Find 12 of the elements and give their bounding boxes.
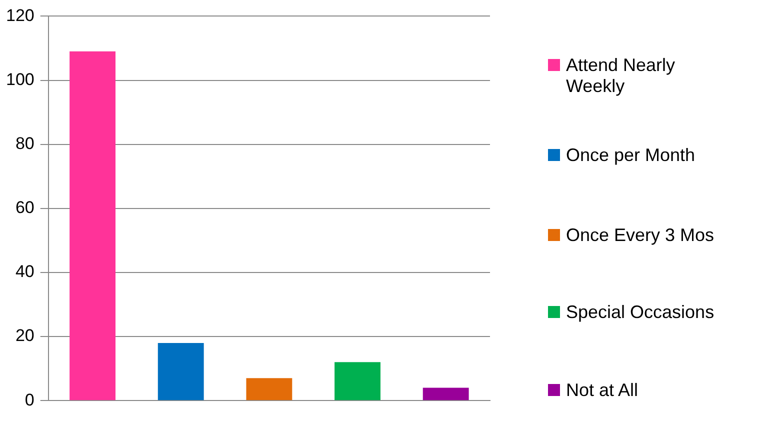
y-tick-label: 40 <box>15 262 34 282</box>
y-tick-label: 60 <box>15 198 34 218</box>
y-tick-label: 0 <box>24 390 34 410</box>
y-tick-label: 100 <box>6 70 34 89</box>
legend-label: Special Occasions <box>566 302 714 323</box>
y-tick-label: 80 <box>15 134 34 154</box>
legend-label: Attend Nearly Weekly <box>566 55 676 97</box>
y-tick-label: 120 <box>6 6 34 25</box>
y-tick-label: 20 <box>15 326 34 346</box>
legend-label: Not at All <box>566 380 638 401</box>
legend-label: Once Every 3 Mos <box>566 225 714 246</box>
legend-label: Once per Month <box>566 145 696 166</box>
